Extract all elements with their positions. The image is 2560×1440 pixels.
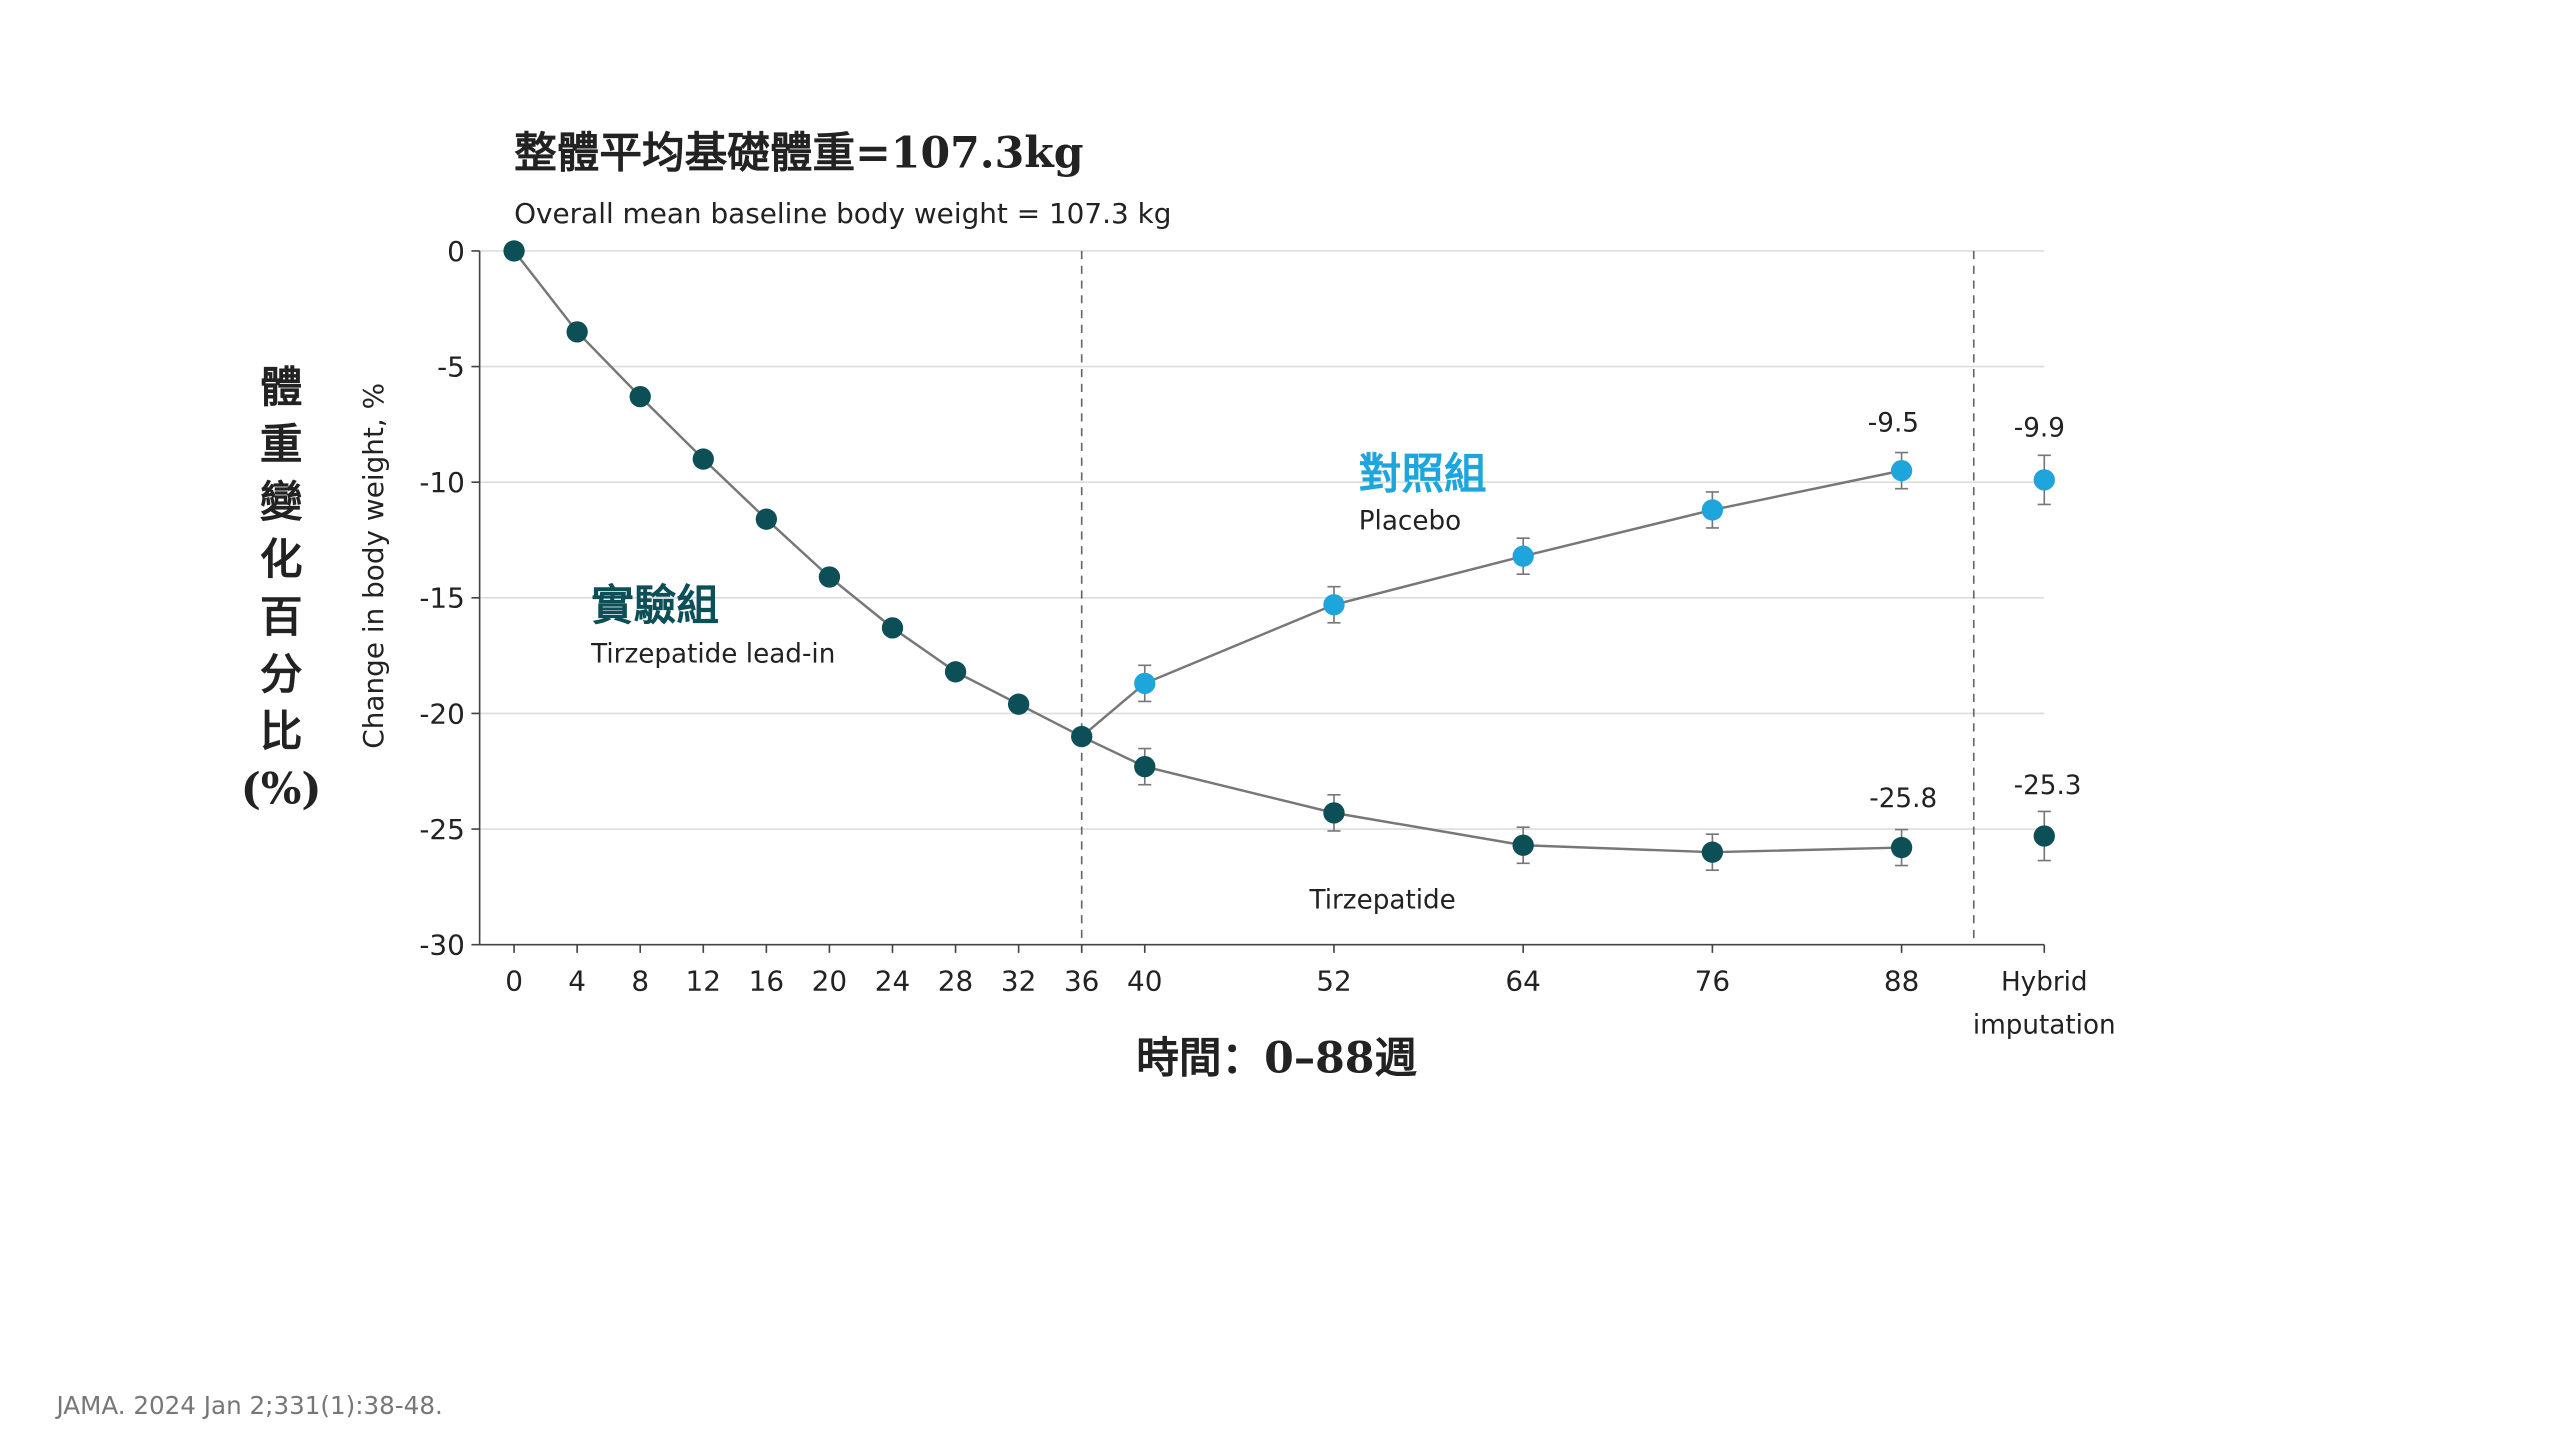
data-point [692,448,714,470]
annotation-tirzepatide-hybrid: -25.3 [2014,771,2082,801]
series-lines [513,250,1902,854]
y-tick-label: -5 [437,350,465,383]
data-point [1323,802,1345,824]
x-tick-hybrid-1: Hybrid [2001,968,2088,998]
citation: JAMA. 2024 Jan 2;331(1):38-48. [54,1391,442,1420]
y-tick-label: -20 [419,697,465,730]
data-point [1701,841,1724,863]
series-label-placebo: Placebo [1359,507,1461,537]
data-point [1323,594,1345,616]
y-tick-label: -25 [419,813,465,846]
x-tick-label: 64 [1505,965,1540,998]
y-axis-label: Change in body weight, % [357,383,390,749]
chart-title: Overall mean baseline body weight = 107.… [514,197,1171,230]
x-tick-label: 76 [1695,965,1730,998]
y-axis-label-cn-char: 化 [260,535,303,585]
x-tick-label: 8 [631,965,649,998]
series-label-cn-placebo: 對照組 [1359,450,1487,500]
data-point [1512,545,1534,567]
data-point [503,240,525,262]
annotation-tirzepatide-88: -25.8 [1869,784,1937,814]
data-point-hybrid [2033,469,2055,491]
data-point [1134,672,1156,695]
y-axis-label-cn-char: 重 [260,420,303,470]
x-axis-label-cn: 時間：0–88週 [1136,1034,1417,1084]
x-tick-label: 28 [938,965,973,998]
y-axis-label-cn-char: 體 [260,363,303,413]
chart-title-cn: 整體平均基礎體重=107.3kg [514,128,1084,178]
x-tick-label: 88 [1884,965,1919,998]
data-point [944,661,967,683]
series-label-tirzepatide: Tirzepatide [1309,886,1456,916]
data-point [818,566,841,588]
data-point [881,617,904,639]
x-tick-label: 16 [749,965,784,998]
y-axis-label-cn-char: 變 [260,478,303,528]
x-tick-label: 36 [1064,965,1099,998]
data-point [1890,459,1913,482]
x-tick-label: 24 [875,965,910,998]
data-point [1071,725,1093,748]
series-line-2 [1080,469,1902,738]
data-point [1890,836,1913,859]
annotation-placebo-hybrid: -9.9 [2014,413,2065,443]
y-axis-label-cn-char: 比 [260,707,303,757]
y-tick-label: -15 [419,582,465,615]
x-tick-hybrid-2: imputation [1973,1010,2116,1040]
y-tick-label: -30 [419,929,465,962]
data-point [566,321,588,343]
x-tick-label: 32 [1001,965,1036,998]
x-tick-label: 0 [505,965,523,998]
series-line-1 [1081,735,1902,854]
annotation-placebo-88: -9.5 [1868,408,1919,438]
series-label-leadin: Tirzepatide lead-in [590,640,835,670]
series-markers [503,240,2055,872]
x-tick-label: 4 [568,965,586,998]
data-point [1007,693,1030,715]
data-point [1701,499,1724,521]
data-point-hybrid [2033,825,2055,847]
data-point [755,508,778,530]
y-axis-label-cn-char: 分 [260,650,303,700]
y-tick-label: -10 [419,466,465,499]
x-tick-label: 20 [812,965,847,998]
data-point [629,385,651,408]
data-point [1512,834,1534,856]
series-label-cn-leadin: 實驗組 [591,581,719,631]
x-tick-label: 12 [686,965,721,998]
axes: 0 -5 -10 -15 -20 -25 -30 0 4 8 12 16 20 24 28 32 36 40 52 6… [419,235,2046,998]
x-tick-label: 40 [1127,965,1162,998]
series-line-0 [513,250,1083,738]
y-tick-label: 0 [447,235,465,268]
x-tick-label: 52 [1316,965,1351,998]
data-point [1134,755,1156,778]
y-axis-label-cn-char: (%) [241,765,322,815]
y-axis-label-cn-char: 百 [260,592,303,642]
